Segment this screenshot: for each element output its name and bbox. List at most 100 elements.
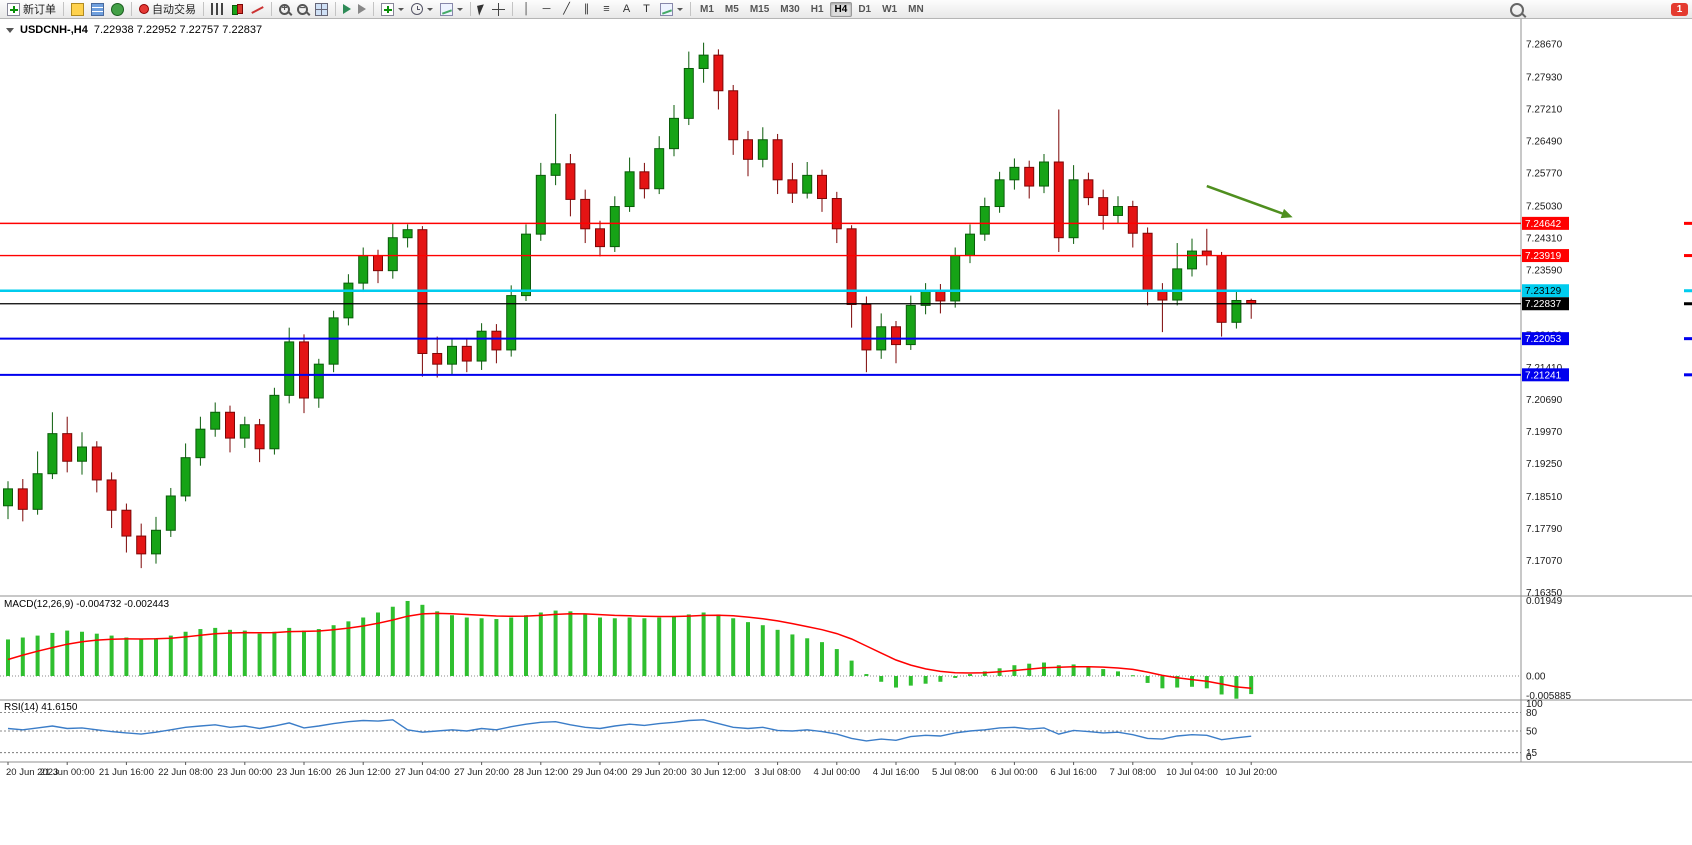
navigator-button[interactable] [108,0,127,19]
timeframe-W1[interactable]: W1 [882,3,898,15]
zoom-in-icon: + [279,3,290,15]
svg-text:50: 50 [1526,727,1538,738]
svg-text:0.01949: 0.01949 [1526,596,1563,607]
svg-text:7.25030: 7.25030 [1526,202,1563,213]
arrow-annotation [1206,184,1293,219]
zoom-in-button[interactable]: + [276,0,293,19]
channel-button[interactable]: ∥ [577,0,596,19]
new-order-icon [7,2,20,16]
timeframe-M15[interactable]: M15 [749,3,770,15]
crosshair-icon [492,2,505,16]
toolbar-separator [63,2,64,16]
svg-text:7.17790: 7.17790 [1526,524,1563,535]
svg-text:7.20690: 7.20690 [1526,395,1563,406]
notification-badge[interactable]: 1 [1671,3,1688,16]
svg-text:20 Jun 2023: 20 Jun 2023 [6,767,58,778]
new-chart-icon [381,2,394,16]
svg-text:22 Jun 08:00: 22 Jun 08:00 [158,767,213,778]
price-axis: 7.28670 7.27930 7.27210 7.26490 7.25770 7.250… [1526,40,1563,600]
svg-text:7.21241: 7.21241 [1525,370,1562,381]
profiles-icon [71,2,84,16]
toolbar-separator [203,2,204,16]
svg-text:4 Jul 16:00: 4 Jul 16:00 [873,767,919,778]
timeframe-D1[interactable]: D1 [858,3,872,15]
svg-text:21 Jun 00:00: 21 Jun 00:00 [40,767,95,778]
svg-text:7.25770: 7.25770 [1526,169,1563,180]
trendline-button[interactable]: ╱ [557,0,576,19]
autotrading-button[interactable]: 自动交易 [136,0,199,19]
chart-canvas[interactable]: 7.28670 7.27930 7.27210 7.26490 7.25770 7.250… [0,19,1692,845]
tile-windows-icon [315,2,328,16]
svg-text:7.24310: 7.24310 [1526,234,1563,245]
svg-text:27 Jun 20:00: 27 Jun 20:00 [454,767,509,778]
svg-text:0: 0 [1526,752,1532,763]
chevron-down-icon [398,7,404,11]
chevron-down-icon [457,7,463,11]
svg-text:7.27210: 7.27210 [1526,105,1563,116]
new-order-label: 新订单 [23,4,56,16]
toolbar-separator [335,2,336,16]
templates-button[interactable] [437,0,466,19]
candles [3,42,1257,569]
chart-shift-button[interactable] [355,0,369,19]
arrows-button[interactable] [657,0,686,19]
text-button[interactable]: A [617,0,636,19]
svg-text:23 Jun 00:00: 23 Jun 00:00 [217,767,272,778]
timeframe-H4[interactable]: H4 [829,1,853,17]
search-icon[interactable] [1510,3,1524,17]
market-watch-button[interactable] [88,0,107,19]
toolbar-separator [373,2,374,16]
horizontal-line-button[interactable]: ─ [537,0,556,19]
arrows-icon [660,2,673,16]
svg-text:29 Jun 20:00: 29 Jun 20:00 [632,767,687,778]
navigator-icon [111,2,124,16]
new-chart-button[interactable] [378,0,407,19]
crosshair-button[interactable] [489,0,508,19]
auto-scroll-button[interactable] [340,0,354,19]
svg-text:4 Jul 00:00: 4 Jul 00:00 [814,767,860,778]
toolbar-separator [271,2,272,16]
new-order-button[interactable]: 新订单 [4,0,59,19]
toolbar-separator [512,2,513,16]
candlestick-chart-button[interactable] [228,0,247,19]
autotrading-icon [139,4,149,14]
price-badges: 7.24642 7.23919 7.23129 7.22053 7.21241 7.228… [1522,216,1692,382]
svg-text:7.23590: 7.23590 [1526,266,1563,277]
line-chart-icon [251,3,264,16]
svg-text:7.19250: 7.19250 [1526,459,1563,470]
svg-text:7.22837: 7.22837 [1525,299,1562,310]
tile-windows-button[interactable] [312,0,331,19]
svg-text:7.24642: 7.24642 [1525,219,1562,230]
fibonacci-button[interactable]: ≡ [597,0,616,19]
svg-text:0.00: 0.00 [1526,672,1546,683]
bar-chart-button[interactable] [208,0,227,19]
line-chart-button[interactable] [248,0,267,19]
timeframe-M30[interactable]: M30 [780,3,800,15]
timeframe-M1[interactable]: M1 [700,3,714,15]
candlestick-chart-icon [231,3,244,16]
svg-text:5 Jul 08:00: 5 Jul 08:00 [932,767,978,778]
svg-text:6 Jul 16:00: 6 Jul 16:00 [1050,767,1096,778]
text-label-button[interactable]: T [637,0,656,19]
vertical-line-icon: │ [523,2,530,15]
timeframe-MN[interactable]: MN [908,3,924,15]
one-click-trading-toggle[interactable] [6,27,14,33]
svg-text:-0.005885: -0.005885 [1526,691,1571,702]
panel-separators [0,19,1692,763]
zoom-out-button[interactable]: − [294,0,311,19]
timeframe-H1[interactable]: H1 [810,3,824,15]
svg-text:27 Jun 04:00: 27 Jun 04:00 [395,767,450,778]
cursor-button[interactable] [475,0,488,19]
svg-text:10 Jul 20:00: 10 Jul 20:00 [1225,767,1277,778]
vertical-line-button[interactable]: │ [517,0,536,19]
profiles-button[interactable] [68,0,87,19]
horizontal-line-icon: ─ [542,2,551,15]
svg-text:7.19970: 7.19970 [1526,427,1563,438]
svg-text:7.23919: 7.23919 [1525,251,1562,262]
auto-scroll-icon [343,4,351,14]
svg-text:7.28670: 7.28670 [1526,40,1563,51]
svg-text:7.17070: 7.17070 [1526,556,1563,567]
periods-button[interactable] [408,0,436,19]
timeframe-M5[interactable]: M5 [724,3,739,15]
